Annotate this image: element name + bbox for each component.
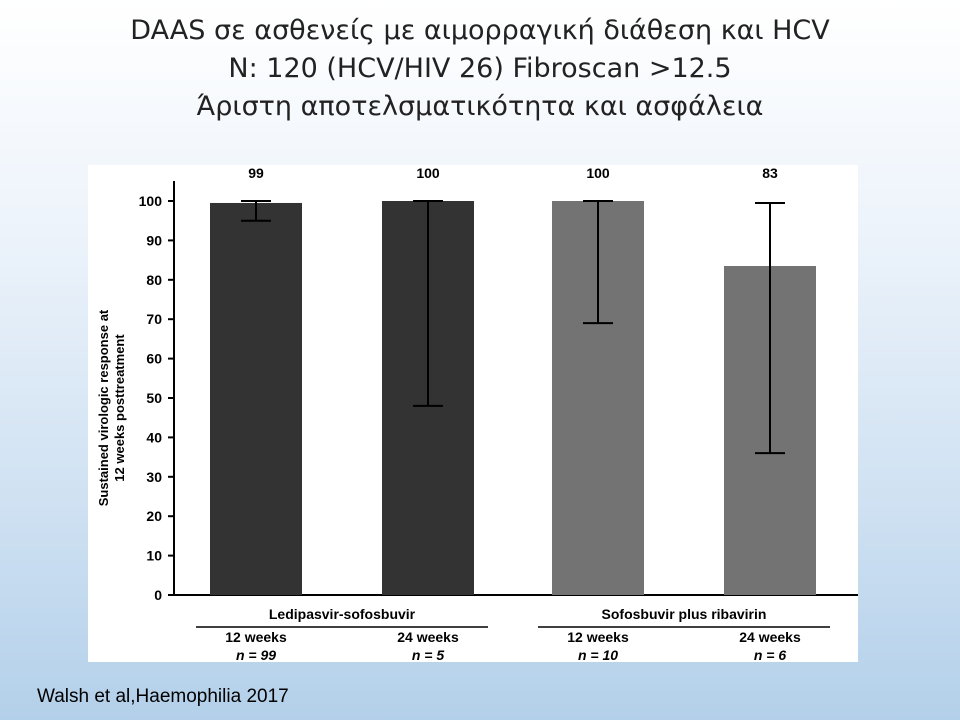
bar-duration-label: 12 weeks bbox=[567, 629, 629, 645]
title-line-3: Άριστη αποτελσματικότητα και ασφάλεια bbox=[196, 91, 764, 122]
title-line-2: N: 120 (HCV/HIV 26) Fibroscan >12.5 bbox=[228, 53, 732, 84]
bar-duration-label: 24 weeks bbox=[397, 629, 459, 645]
y-tick-label: 50 bbox=[146, 390, 162, 406]
bar-value-label: 100 bbox=[586, 165, 610, 181]
group-label: Sofosbuvir plus ribavirin bbox=[602, 606, 767, 622]
slide-title: DAAS σε ασθενείς με αιμορραγική διάθεση … bbox=[0, 12, 960, 126]
y-tick-label: 60 bbox=[146, 351, 162, 367]
bar-n-label: n = 6 bbox=[754, 647, 787, 662]
y-axis-label-line: Sustained virologic response at bbox=[96, 309, 111, 506]
bar-duration-label: 12 weeks bbox=[225, 629, 287, 645]
y-tick-label: 10 bbox=[146, 548, 162, 564]
bar-n-label: n = 99 bbox=[236, 647, 276, 662]
bar-chart: 0 10 20 30 40 50 60 70 80 90 100 Sustained virologi… bbox=[96, 165, 858, 662]
y-axis-label-line: 12 weeks posttreatment bbox=[112, 334, 127, 482]
y-tick-label: 40 bbox=[146, 429, 162, 445]
y-tick-label: 30 bbox=[146, 469, 162, 485]
y-tick-label: 100 bbox=[139, 193, 163, 209]
bar-value-label: 100 bbox=[416, 165, 440, 181]
y-tick-label: 80 bbox=[146, 272, 162, 288]
y-tick-label: 0 bbox=[154, 587, 162, 603]
bar-duration-label: 24 weeks bbox=[739, 629, 801, 645]
y-tick-label: 90 bbox=[146, 232, 162, 248]
bar-n-label: n = 5 bbox=[412, 647, 445, 662]
title-line-1: DAAS σε ασθενείς με αιμορραγική διάθεση … bbox=[130, 15, 830, 46]
bar-value-label: 99 bbox=[248, 165, 264, 181]
y-tick-label: 70 bbox=[146, 311, 162, 327]
y-tick-label: 20 bbox=[146, 508, 162, 524]
bar bbox=[210, 202, 302, 595]
bar-n-label: n = 10 bbox=[578, 647, 618, 662]
citation: Walsh et al,Haemophilia 2017 bbox=[37, 686, 289, 707]
chart-panel: 0 10 20 30 40 50 60 70 80 90 100 Sustained virologi… bbox=[88, 165, 858, 662]
bar-value-label: 83 bbox=[762, 165, 778, 181]
group-label: Ledipasvir-sofosbuvir bbox=[269, 606, 416, 622]
